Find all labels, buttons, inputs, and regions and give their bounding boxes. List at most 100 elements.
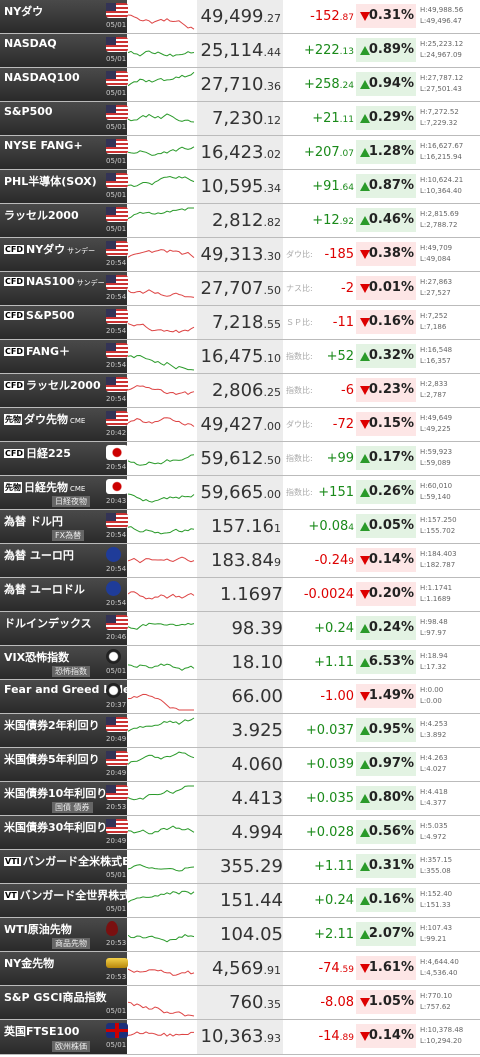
quote-row[interactable]: NASDAQ 05/01 25,114.44 +222.13 0.89% H:25,223… bbox=[0, 34, 480, 68]
quote-row[interactable]: 米国債券5年利回り 20:49 4.060 +0.039 0.97% H:4.263 L:4… bbox=[0, 748, 480, 782]
change-main: +12 bbox=[312, 213, 340, 228]
quote-row[interactable]: VT バンガード全世界株式ETF 05/01 151.44 +0.24 0.16% H:15… bbox=[0, 884, 480, 918]
high-low: H:357.15 L:355.08 bbox=[420, 855, 452, 877]
tag: 先物 bbox=[4, 482, 22, 493]
name: S&P500 bbox=[4, 105, 53, 118]
percent: 0.29% bbox=[368, 110, 414, 125]
sub-link[interactable]: FX為替 bbox=[52, 530, 85, 541]
quote-row[interactable]: 米国債券10年利回り 国債 債券 20:53 4.413 +0.035 0.80% H:4.… bbox=[0, 782, 480, 816]
quote-row[interactable]: PHL半導体(SOX) 05/01 10,595.34 +91.64 0.87% H:10… bbox=[0, 170, 480, 204]
low: L:4,536.40 bbox=[420, 969, 458, 977]
quote-row[interactable]: 英国FTSE100 欧州株価 05/01 10,363.93 -14.89 0.14% H:… bbox=[0, 1020, 480, 1055]
sparkline-path bbox=[127, 864, 195, 872]
arrow bbox=[360, 590, 370, 599]
sparkline-path bbox=[127, 323, 195, 334]
sub-link[interactable]: 恐怖指数 bbox=[52, 666, 90, 677]
percent: 0.46% bbox=[368, 212, 414, 227]
price-decimals: .30 bbox=[263, 250, 282, 263]
high-low: H:770.10 L:757.62 bbox=[420, 991, 452, 1013]
name-line: NASDAQ100 bbox=[4, 71, 80, 84]
quote-row[interactable]: S&P500 05/01 7,230.12 +21.11 0.29% H:7,272.52… bbox=[0, 102, 480, 136]
price-main: 157.16 bbox=[211, 516, 274, 537]
high: H:49,649 bbox=[420, 414, 453, 422]
sparkline bbox=[127, 454, 195, 466]
price: 98.39 bbox=[197, 612, 283, 645]
quote-row[interactable]: 為替 ユーロ円 20:54 183.849 -0.249 0.14% H:184.403 L… bbox=[0, 544, 480, 578]
quote-row[interactable]: NASDAQ100 05/01 27,710.36 +258.24 0.94% H:27,… bbox=[0, 68, 480, 102]
sub-link[interactable]: 国債 債券 bbox=[52, 802, 93, 813]
quote-row[interactable]: CFD NYダウ サンデー 20:54 49,313.30 ダウ比: -185 0.38% H:… bbox=[0, 238, 480, 272]
quote-row[interactable]: S&P GSCI商品指数 05/01 760.35 -8.08 1.05% H:770.1… bbox=[0, 986, 480, 1020]
change: +52 bbox=[327, 340, 354, 373]
quote-row[interactable]: CFD 日経225 20:54 59,612.50 指数比: +99 0.17% H:59,9… bbox=[0, 442, 480, 476]
sub-link[interactable]: 日経夜物 bbox=[52, 496, 90, 507]
mini-chart bbox=[127, 544, 196, 577]
sparkline-path bbox=[127, 591, 195, 600]
icon bbox=[106, 411, 128, 426]
sparkline bbox=[127, 526, 195, 535]
percent-box: 0.26% bbox=[356, 480, 416, 504]
time: 05/01 bbox=[106, 905, 127, 913]
time: 20:53 bbox=[106, 939, 127, 947]
quote-row[interactable]: WTI原油先物 商品先物 20:53 104.05 +2.11 2.07% H:107.43… bbox=[0, 918, 480, 952]
high: H:157.250 bbox=[420, 516, 457, 524]
sparkline-path bbox=[127, 71, 195, 87]
mini-chart bbox=[127, 918, 196, 951]
quote-row[interactable]: 米国債券30年利回り 20:49 4.994 +0.028 0.56% H:5.035 L:… bbox=[0, 816, 480, 850]
icon bbox=[106, 581, 121, 596]
high-low: H:16,627.67 L:16,215.94 bbox=[420, 141, 463, 163]
mini-chart bbox=[127, 714, 196, 747]
percent: 0.26% bbox=[368, 484, 414, 499]
label-cell: 為替 ドル円 FX為替 20:54 bbox=[0, 510, 128, 543]
label-cell: 先物 日経先物 CME 日経夜物 20:43 bbox=[0, 476, 128, 509]
sparkline bbox=[127, 825, 195, 835]
high: H:60,010 bbox=[420, 482, 453, 490]
quote-row[interactable]: NYSE FANG+ 05/01 16,423.02 +207.07 1.28% H:16… bbox=[0, 136, 480, 170]
high-low: H:49,709 L:49,084 bbox=[420, 243, 452, 265]
icon bbox=[106, 1023, 128, 1038]
quote-row[interactable]: 為替 ユーロドル 20:54 1.1697 -0.0024 0.20% H:1.1741 L… bbox=[0, 578, 480, 612]
sparkline-path bbox=[127, 556, 195, 564]
name: 為替 ドル円 bbox=[4, 515, 63, 528]
percent-box: 0.29% bbox=[356, 106, 416, 130]
quote-row[interactable]: Fear and Greed Index 20:37 66.00 -1.00 1.49%… bbox=[0, 680, 480, 714]
quote-row[interactable]: CFD FANG＋ 20:54 16,475.10 指数比: +52 0.32% H:16,5… bbox=[0, 340, 480, 374]
price-main: 49,427 bbox=[200, 414, 264, 435]
time: 20:54 bbox=[106, 599, 127, 607]
percent-box: 0.89% bbox=[356, 38, 416, 62]
quote-row[interactable]: CFD S&P500 20:54 7,218.55 ＳＰ比: -11 0.16% H:7,25… bbox=[0, 306, 480, 340]
quote-row[interactable]: 米国債券2年利回り 20:49 3.925 +0.037 0.95% H:4.253 L:3… bbox=[0, 714, 480, 748]
percent-box: 0.87% bbox=[356, 174, 416, 198]
percent: 0.31% bbox=[368, 858, 414, 873]
quote-row[interactable]: CFD ラッセル2000 20:54 2,806.25 指数比: -6 0.23% H:2,8… bbox=[0, 374, 480, 408]
name-line: VIX恐怖指数 bbox=[4, 649, 69, 665]
name-line: 米国債券10年利回り bbox=[4, 785, 107, 801]
quote-row[interactable]: NYダウ 05/01 49,499.27 -152.87 0.31% H:49,988.5… bbox=[0, 0, 480, 34]
percent-box: 0.23% bbox=[356, 378, 416, 402]
quote-row[interactable]: 先物 日経先物 CME 日経夜物 20:43 59,665.00 指数比: +151 0.26%… bbox=[0, 476, 480, 510]
sub-link[interactable]: 欧州株価 bbox=[52, 1041, 90, 1052]
quote-row[interactable]: ドルインデックス 20:46 98.39 +0.24 0.24% H:98.48 L:97.… bbox=[0, 612, 480, 646]
price: 66.00 bbox=[197, 680, 283, 713]
quote-row[interactable]: CFD NAS100 サンデー 20:54 27,707.50 ナス比: -2 0.01% H:… bbox=[0, 272, 480, 306]
sub-link[interactable]: 商品先物 bbox=[52, 938, 90, 949]
mini-chart bbox=[127, 850, 196, 883]
icon bbox=[106, 173, 128, 188]
name: ドルインデックス bbox=[4, 617, 92, 630]
low: L:7,229.32 bbox=[420, 119, 458, 127]
sparkline bbox=[127, 890, 195, 903]
percent: 0.17% bbox=[368, 450, 414, 465]
quote-row[interactable]: 為替 ドル円 FX為替 20:54 157.161 +0.084 0.05% H:157.2… bbox=[0, 510, 480, 544]
arrow bbox=[360, 692, 370, 701]
quote-row[interactable]: VIX恐怖指数 恐怖指数 05/01 18.10 +1.11 6.53% H:18.94 L:… bbox=[0, 646, 480, 680]
quote-row[interactable]: VTI バンガード全米株式ETF 05/01 355.29 +1.11 0.31% H:35… bbox=[0, 850, 480, 884]
high-low: H:18.94 L:17.32 bbox=[420, 651, 448, 673]
high-low: H:0.00 L:0.00 bbox=[420, 685, 443, 707]
quote-row[interactable]: NY金先物 20:53 4,569.91 -74.59 1.61% H:4,644.40 L… bbox=[0, 952, 480, 986]
quote-row[interactable]: 先物 ダウ先物 CME 20:42 49,427.00 ダウ比: -72 0.15% H:49,… bbox=[0, 408, 480, 442]
high: H:16,627.67 bbox=[420, 142, 464, 150]
change-main: -8.08 bbox=[320, 995, 354, 1010]
quote-row[interactable]: ラッセル2000 05/01 2,812.82 +12.92 0.46% H:2,815.… bbox=[0, 204, 480, 238]
change-decimals: .89 bbox=[339, 1033, 354, 1043]
suffix: CME bbox=[70, 485, 86, 493]
